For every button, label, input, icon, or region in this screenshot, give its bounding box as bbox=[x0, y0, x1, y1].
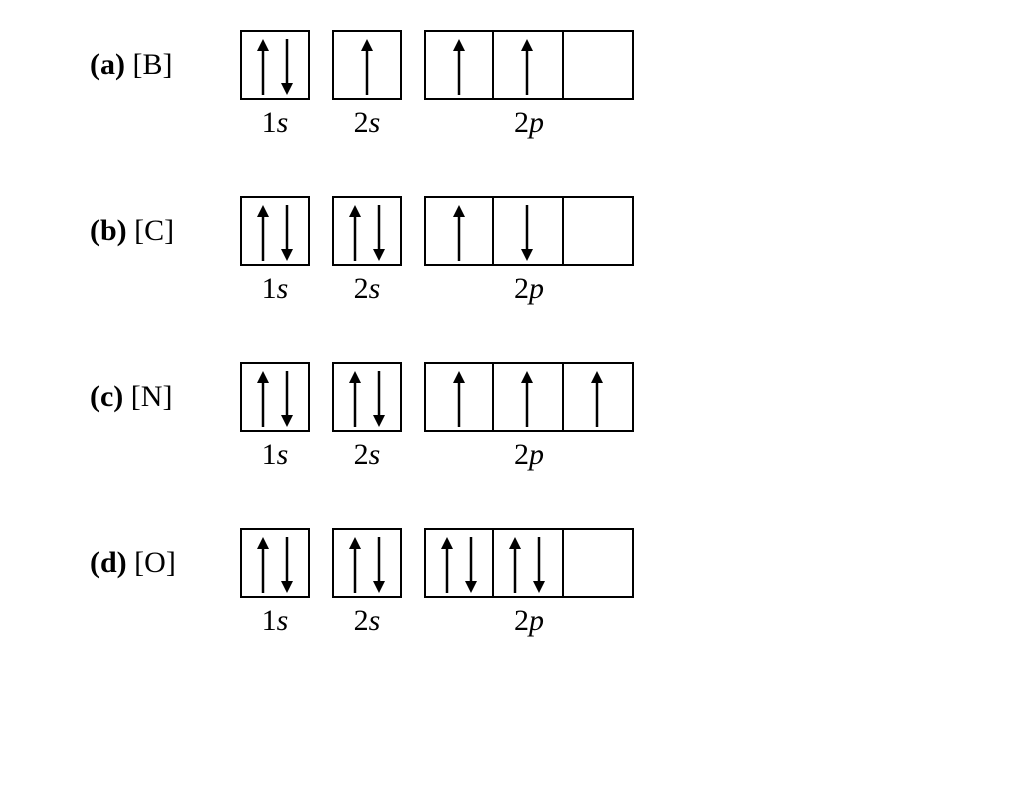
spin-up-arrow-icon bbox=[256, 537, 270, 593]
orbital-boxes bbox=[332, 528, 402, 598]
orbital-label: 1s bbox=[262, 438, 289, 472]
orbital-group: 1s bbox=[240, 196, 310, 306]
orbital-box bbox=[424, 30, 494, 100]
orbital-group: 1s bbox=[240, 362, 310, 472]
orbital-boxes bbox=[424, 528, 634, 598]
orbitals: 1s 2s 2p bbox=[240, 30, 634, 140]
orbital-boxes bbox=[240, 362, 310, 432]
orbital-box bbox=[564, 362, 634, 432]
orbital-label: 2p bbox=[514, 272, 544, 306]
orbital-group: 2s bbox=[332, 528, 402, 638]
spin-down-arrow-icon bbox=[372, 205, 386, 261]
spin-down-arrow-icon bbox=[520, 205, 534, 261]
row-label: (c) [N] bbox=[90, 362, 240, 414]
spin-down-arrow-icon bbox=[372, 537, 386, 593]
orbital-box bbox=[564, 30, 634, 100]
orbital-group: 2p bbox=[424, 30, 634, 140]
spin-down-arrow-icon bbox=[532, 537, 546, 593]
config-row: (d) [O] 1s 2s 2p bbox=[90, 528, 1024, 638]
spin-up-arrow-icon bbox=[452, 205, 466, 261]
orbital-boxes bbox=[424, 30, 634, 100]
orbital-box bbox=[494, 30, 564, 100]
orbital-label: 2p bbox=[514, 438, 544, 472]
orbitals: 1s 2s 2p bbox=[240, 196, 634, 306]
orbital-label: 1s bbox=[262, 604, 289, 638]
spin-up-arrow-icon bbox=[452, 39, 466, 95]
spin-down-arrow-icon bbox=[280, 371, 294, 427]
orbitals: 1s 2s 2p bbox=[240, 528, 634, 638]
orbital-boxes bbox=[332, 196, 402, 266]
orbital-group: 1s bbox=[240, 528, 310, 638]
orbital-box bbox=[494, 362, 564, 432]
orbital-box bbox=[564, 196, 634, 266]
spin-up-arrow-icon bbox=[360, 39, 374, 95]
spin-up-arrow-icon bbox=[256, 39, 270, 95]
config-row: (b) [C] 1s 2s 2p bbox=[90, 196, 1024, 306]
orbital-box bbox=[424, 196, 494, 266]
spin-up-arrow-icon bbox=[590, 371, 604, 427]
orbital-box bbox=[564, 528, 634, 598]
row-label: (d) [O] bbox=[90, 528, 240, 580]
orbital-box bbox=[332, 362, 402, 432]
orbital-boxes bbox=[424, 196, 634, 266]
orbital-boxes bbox=[240, 528, 310, 598]
orbital-group: 2s bbox=[332, 30, 402, 140]
orbital-group: 2s bbox=[332, 196, 402, 306]
orbital-label: 2p bbox=[514, 106, 544, 140]
orbital-group: 2p bbox=[424, 362, 634, 472]
spin-up-arrow-icon bbox=[348, 537, 362, 593]
spin-down-arrow-icon bbox=[280, 205, 294, 261]
config-row: (c) [N] 1s 2s 2p bbox=[90, 362, 1024, 472]
orbital-boxes bbox=[240, 196, 310, 266]
spin-up-arrow-icon bbox=[348, 371, 362, 427]
orbital-label: 2s bbox=[354, 604, 381, 638]
orbital-label: 1s bbox=[262, 106, 289, 140]
spin-up-arrow-icon bbox=[256, 205, 270, 261]
orbital-label: 1s bbox=[262, 272, 289, 306]
orbital-box bbox=[332, 30, 402, 100]
orbital-group: 2p bbox=[424, 528, 634, 638]
spin-down-arrow-icon bbox=[464, 537, 478, 593]
orbital-boxes bbox=[424, 362, 634, 432]
orbitals: 1s 2s 2p bbox=[240, 362, 634, 472]
orbital-box bbox=[240, 30, 310, 100]
orbital-label: 2s bbox=[354, 272, 381, 306]
orbital-box bbox=[424, 528, 494, 598]
spin-down-arrow-icon bbox=[280, 537, 294, 593]
orbital-diagram-container: (a) [B]1s2s2p(b) [C]1s2s2p(c) [N]1s2s2p(… bbox=[0, 0, 1024, 638]
orbital-box bbox=[240, 196, 310, 266]
row-label: (a) [B] bbox=[90, 30, 240, 82]
orbital-box bbox=[424, 362, 494, 432]
orbital-box bbox=[332, 196, 402, 266]
spin-up-arrow-icon bbox=[520, 39, 534, 95]
orbital-group: 2p bbox=[424, 196, 634, 306]
spin-down-arrow-icon bbox=[280, 39, 294, 95]
spin-up-arrow-icon bbox=[256, 371, 270, 427]
spin-up-arrow-icon bbox=[508, 537, 522, 593]
spin-down-arrow-icon bbox=[372, 371, 386, 427]
orbital-box bbox=[240, 362, 310, 432]
orbital-boxes bbox=[240, 30, 310, 100]
spin-up-arrow-icon bbox=[520, 371, 534, 427]
orbital-group: 1s bbox=[240, 30, 310, 140]
orbital-label: 2p bbox=[514, 604, 544, 638]
orbital-box bbox=[332, 528, 402, 598]
config-row: (a) [B] 1s 2s 2p bbox=[90, 30, 1024, 140]
row-label: (b) [C] bbox=[90, 196, 240, 248]
orbital-boxes bbox=[332, 362, 402, 432]
orbital-group: 2s bbox=[332, 362, 402, 472]
orbital-box bbox=[494, 196, 564, 266]
orbital-box bbox=[240, 528, 310, 598]
orbital-box bbox=[494, 528, 564, 598]
spin-up-arrow-icon bbox=[440, 537, 454, 593]
spin-up-arrow-icon bbox=[452, 371, 466, 427]
orbital-boxes bbox=[332, 30, 402, 100]
spin-up-arrow-icon bbox=[348, 205, 362, 261]
orbital-label: 2s bbox=[354, 106, 381, 140]
orbital-label: 2s bbox=[354, 438, 381, 472]
